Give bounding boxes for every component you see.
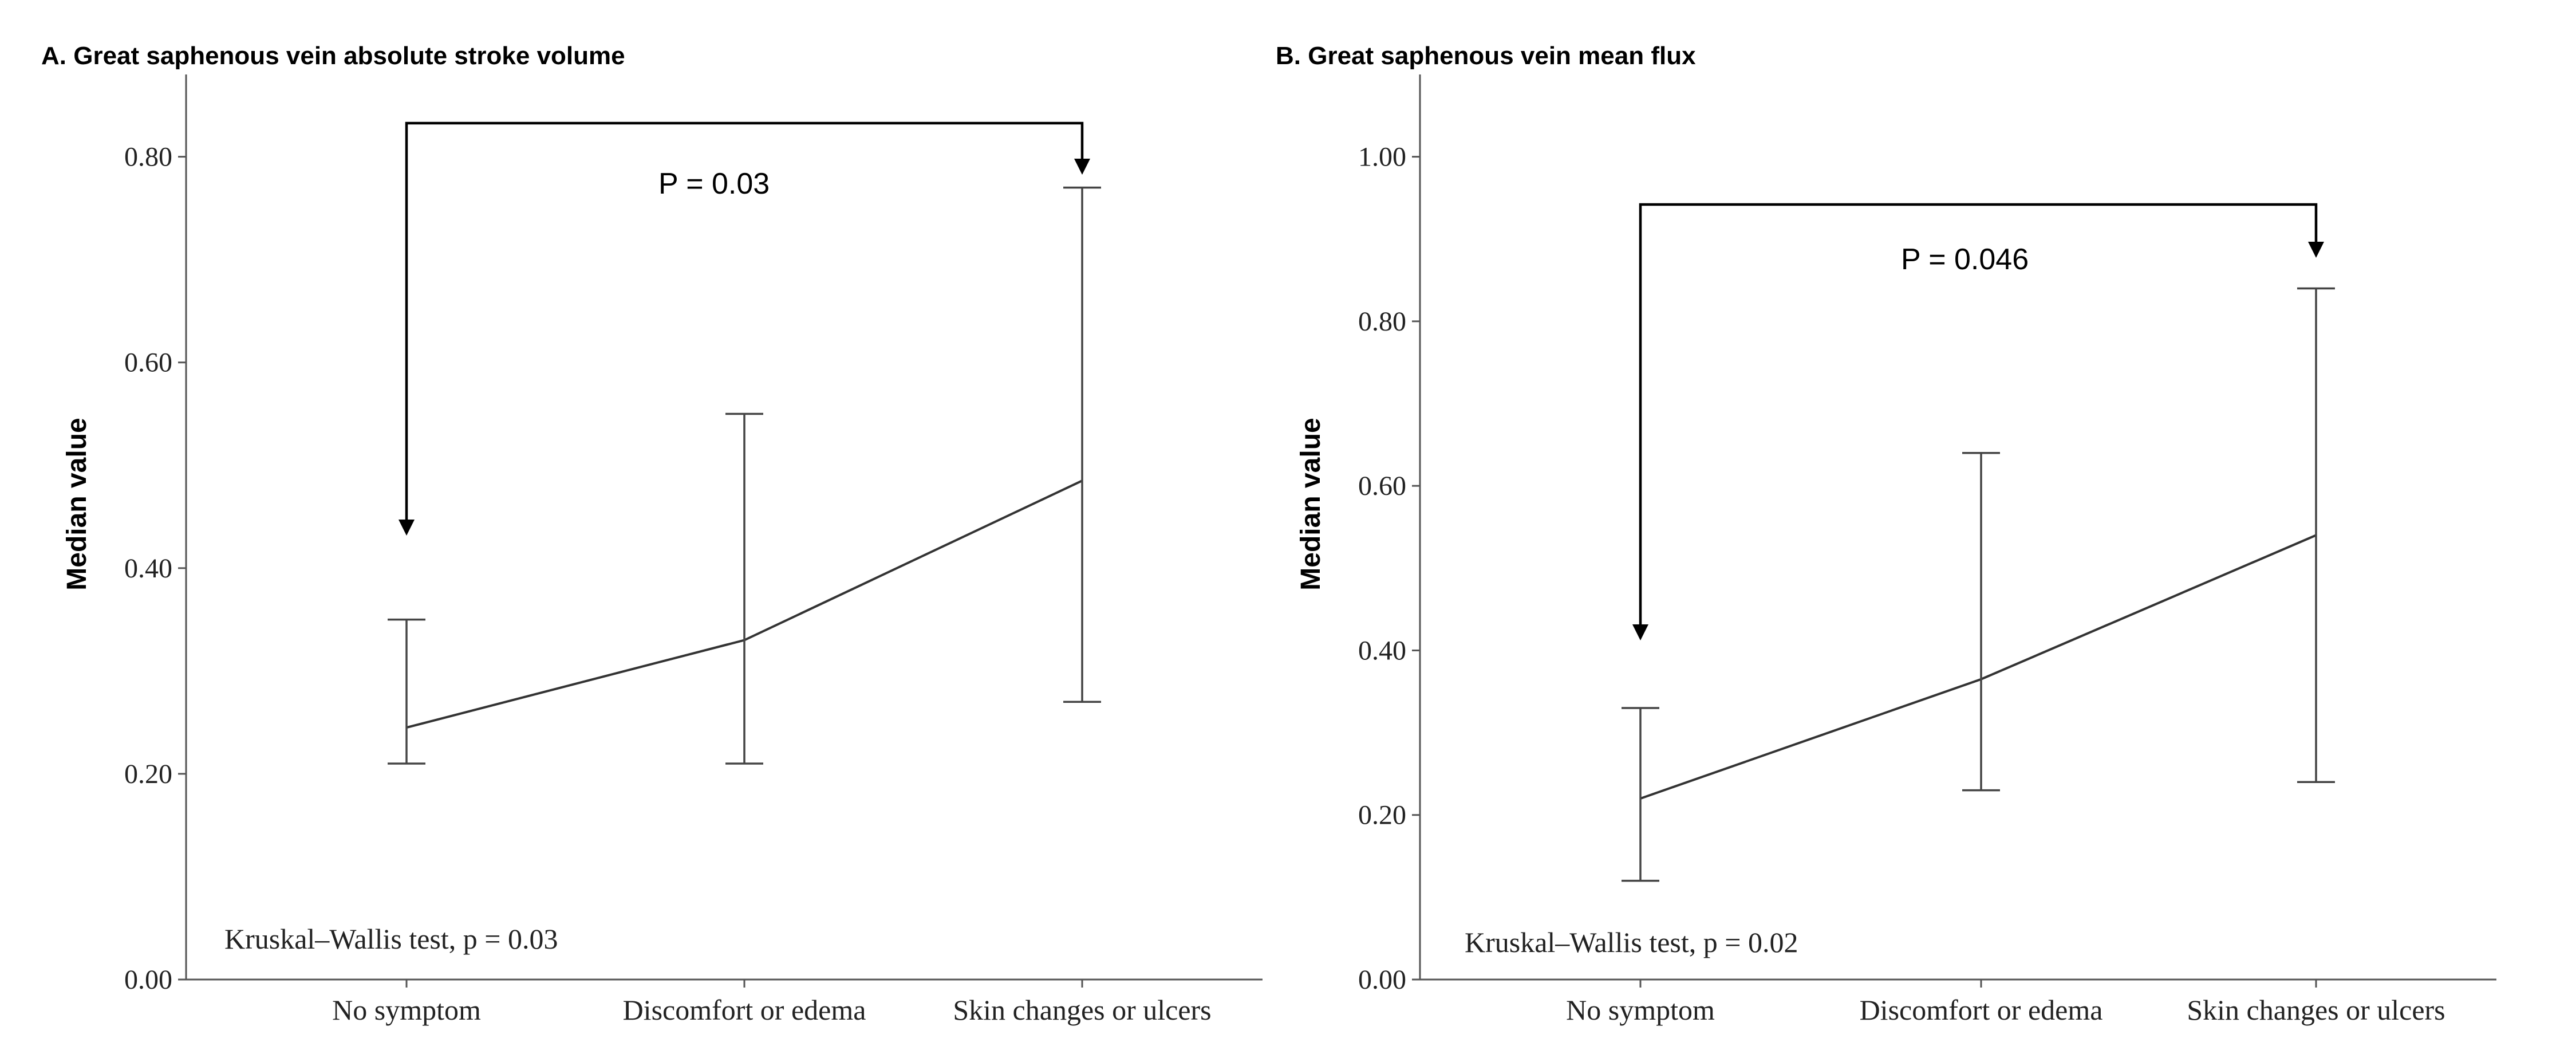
kruskal-wallis-note: Kruskal–Wallis test, p = 0.03	[224, 923, 558, 955]
x-tick-label: Skin changes or ulcers	[953, 994, 1211, 1026]
kruskal-wallis-note: Kruskal–Wallis test, p = 0.02	[1465, 926, 1798, 958]
data-marks	[1622, 203, 2335, 882]
x-tick-labels: No symptom Discomfort or edema Skin change…	[332, 980, 1212, 1026]
y-tick-label: 0.00	[124, 965, 172, 995]
error-bar	[1622, 707, 1659, 882]
y-tick-label: 0.40	[124, 553, 172, 584]
arrow-head-left	[399, 520, 415, 536]
chart-title: A. Great saphenous vein absolute stroke …	[41, 42, 625, 70]
y-tick-label: 0.80	[1358, 306, 1406, 337]
error-bar	[725, 412, 763, 765]
y-tick-label: 0.40	[1358, 635, 1406, 666]
x-tick-label: Discomfort or edema	[623, 994, 866, 1026]
y-tick-label: 1.00	[1358, 142, 1406, 172]
x-tick-label: No symptom	[1566, 994, 1715, 1026]
y-tick-label: 0.60	[1358, 471, 1406, 501]
arrow-head-right	[1074, 159, 1090, 175]
comparison-bracket	[1632, 203, 2324, 640]
comparison-p-value: P = 0.03	[658, 167, 770, 200]
y-axis-label: Median value	[1296, 418, 1326, 590]
arrow-head-left	[1632, 624, 1648, 640]
y-ticks: 0.00 0.20 0.40 0.60 0.80	[124, 74, 1263, 995]
arrow-head-right	[2308, 242, 2324, 258]
error-bar	[388, 618, 425, 765]
error-bar	[1063, 186, 1101, 703]
x-tick-label: Skin changes or ulcers	[2187, 994, 2445, 1026]
y-ticks: 0.00 0.20 0.40 0.60 0.80 1.00	[1358, 74, 2496, 995]
panel-b: B. Great saphenous vein mean flux Median…	[1276, 42, 2496, 1026]
chart-title: B. Great saphenous vein mean flux	[1276, 42, 1696, 70]
y-tick-label: 0.20	[124, 759, 172, 789]
y-tick-label: 0.80	[124, 142, 172, 172]
error-bar	[1962, 451, 2000, 792]
bracket-line	[405, 121, 1084, 523]
x-tick-labels: No symptom Discomfort or edema Skin change…	[1566, 980, 2445, 1026]
comparison-p-value: P = 0.046	[1901, 243, 2029, 276]
median-line	[1640, 534, 2317, 800]
y-tick-label: 0.20	[1358, 800, 1406, 831]
panel-a: A. Great saphenous vein absolute stroke …	[41, 42, 1263, 1026]
x-tick-label: Discomfort or edema	[1860, 994, 2103, 1026]
comparison-bracket	[399, 121, 1090, 536]
y-tick-label: 0.60	[124, 348, 172, 378]
y-tick-label: 0.00	[1358, 965, 1406, 995]
error-bar	[2297, 287, 2335, 784]
data-marks	[388, 121, 1101, 765]
bracket-line	[1639, 203, 2318, 628]
x-tick-label: No symptom	[332, 994, 481, 1026]
y-axis-label: Median value	[62, 418, 92, 590]
